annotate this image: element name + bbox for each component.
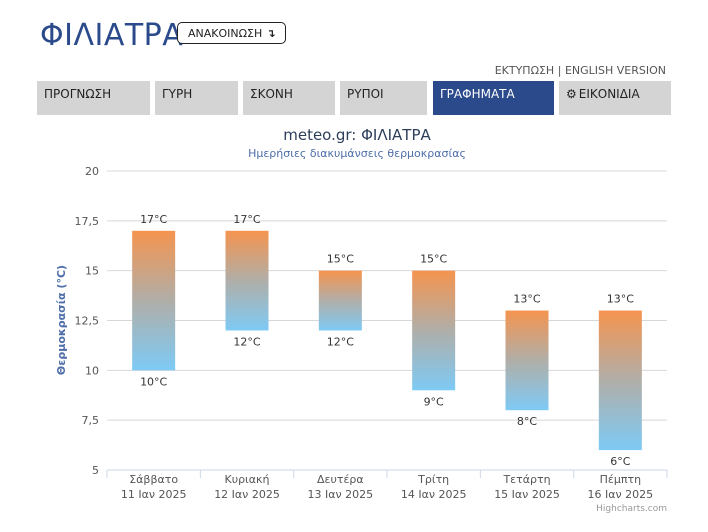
tab-label: ΣΚΟΝΗ <box>250 87 293 101</box>
temperature-range-bar <box>412 270 456 391</box>
low-temp-label: 8°C <box>517 415 537 428</box>
tab-pollutants[interactable]: ΡΥΠΟΙ <box>340 81 427 115</box>
temperature-range-bar <box>225 230 269 331</box>
high-temp-label: 13°C <box>513 293 540 306</box>
x-tick-day-label: Τετάρτη <box>502 473 550 486</box>
top-links: ΕΚΤΥΠΩΣΗ | ENGLISH VERSION <box>495 64 666 77</box>
chart-subtitle: Ημερήσιες διακυμάνσεις θερμοκρασίας <box>248 147 466 160</box>
low-temp-label: 12°C <box>327 335 354 348</box>
high-temp-label: 17°C <box>140 213 167 226</box>
temperature-range-bar <box>318 270 362 331</box>
gear-icon: ⚙ <box>566 87 577 101</box>
tab-label: ΠΡΟΓΝΩΣΗ <box>44 87 112 101</box>
x-tick-day-label: Δευτέρα <box>317 473 364 486</box>
arrow-down-icon: ↴ <box>266 27 276 40</box>
x-tick-date-label: 14 Ιαν 2025 <box>401 488 467 501</box>
link-separator: | <box>557 64 562 77</box>
chart-title: meteo.gr: ΦΙΛΙΑΤΡΑ <box>283 126 431 144</box>
x-tick-day-label: Τρίτη <box>417 473 449 486</box>
y-axis-title: Θερμοκρασία (°C) <box>55 265 68 375</box>
temperature-range-bar <box>132 230 176 371</box>
tab-charts[interactable]: ΓΡΑΦΗΜΑΤΑ <box>433 81 554 115</box>
tab-label: ΓΡΑΦΗΜΑΤΑ <box>440 87 515 101</box>
x-tick-day-label: Σάββατο <box>129 473 178 486</box>
x-tick-date-label: 11 Ιαν 2025 <box>121 488 187 501</box>
x-tick-date-label: 12 Ιαν 2025 <box>214 488 280 501</box>
temperature-range-bar <box>598 310 642 451</box>
tab-label: ΕΙΚΟΝΙΔΙΑ <box>578 87 640 101</box>
y-tick-label: 12,5 <box>75 315 100 328</box>
tab-pollen[interactable]: ΓΥΡΗ <box>155 81 238 115</box>
high-temp-label: 17°C <box>233 213 260 226</box>
y-tick-label: 15 <box>85 265 99 278</box>
english-version-link[interactable]: ENGLISH VERSION <box>564 64 666 77</box>
announcement-label: ΑΝΑΚΟΙΝΩΣΗ <box>188 27 263 40</box>
low-temp-label: 10°C <box>140 375 167 388</box>
x-tick-date-label: 15 Ιαν 2025 <box>494 488 560 501</box>
low-temp-label: 9°C <box>424 395 444 408</box>
high-temp-label: 15°C <box>420 253 447 266</box>
high-temp-label: 13°C <box>607 293 634 306</box>
x-tick-day-label: Πέμπτη <box>600 473 641 486</box>
y-tick-label: 20 <box>85 165 99 178</box>
announcement-button[interactable]: ΑΝΑΚΟΙΝΩΣΗ ↴ <box>177 22 287 44</box>
tab-label: ΡΥΠΟΙ <box>347 87 384 101</box>
tab-dust[interactable]: ΣΚΟΝΗ <box>243 81 335 115</box>
x-tick-day-label: Κυριακή <box>225 473 270 486</box>
low-temp-label: 6°C <box>610 455 630 468</box>
tab-forecast[interactable]: ΠΡΟΓΝΩΣΗ <box>37 81 150 115</box>
tab-widgets[interactable]: ⚙ ΕΙΚΟΝΙΔΙΑ <box>559 81 671 115</box>
main-tabs: ΠΡΟΓΝΩΣΗ ΓΥΡΗ ΣΚΟΝΗ ΡΥΠΟΙ ΓΡΑΦΗΜΑΤΑ ⚙ ΕΙΚ… <box>37 81 671 115</box>
low-temp-label: 12°C <box>233 335 260 348</box>
y-tick-label: 17,5 <box>75 215 100 228</box>
highcharts-credit: Highcharts.com <box>596 504 667 514</box>
print-link[interactable]: ΕΚΤΥΠΩΣΗ <box>494 64 555 77</box>
high-temp-label: 15°C <box>327 253 354 266</box>
x-tick-date-label: 16 Ιαν 2025 <box>588 488 654 501</box>
tab-label: ΓΥΡΗ <box>162 87 193 101</box>
y-tick-label: 10 <box>85 364 99 377</box>
site-title: ΦΙΛΙΑΤΡΑ <box>40 18 184 53</box>
temperature-range-bar <box>505 310 549 411</box>
x-tick-date-label: 13 Ιαν 2025 <box>308 488 374 501</box>
y-tick-label: 5 <box>92 464 99 477</box>
y-tick-label: 7,5 <box>82 414 100 427</box>
